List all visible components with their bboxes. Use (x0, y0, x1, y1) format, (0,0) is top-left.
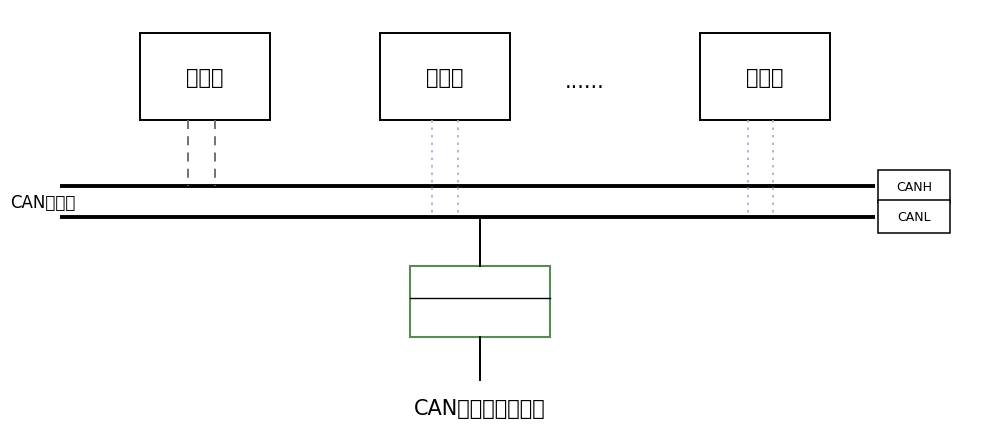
Text: CANL: CANL (897, 211, 931, 224)
Text: 驱动器: 驱动器 (746, 68, 784, 87)
Bar (140, 34, 270, 120)
Bar (380, 34, 510, 120)
Text: CAN主总线: CAN主总线 (10, 193, 75, 211)
Bar (878, 201, 950, 233)
Bar (700, 34, 830, 120)
Bar (878, 171, 950, 203)
Text: 驱动器: 驱动器 (426, 68, 464, 87)
Text: 驱动器: 驱动器 (186, 68, 224, 87)
Text: CANH: CANH (896, 181, 932, 194)
Text: ......: ...... (565, 72, 605, 92)
Bar (410, 267, 550, 338)
Text: CAN总线通讯接口卡: CAN总线通讯接口卡 (414, 399, 546, 418)
